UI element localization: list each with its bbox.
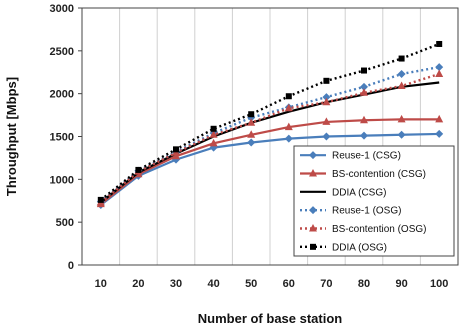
legend-box: [293, 145, 455, 257]
series-6: [97, 40, 443, 203]
legend-item: DDIA (CSG): [300, 187, 386, 198]
data-point: [247, 130, 256, 138]
data-point: [322, 93, 331, 102]
series-line: [100, 132, 440, 206]
data-point: [397, 130, 406, 139]
data-point: [284, 122, 293, 131]
series-layer: [96, 40, 444, 210]
y-axis-label: Throughput [Mbps]: [4, 77, 19, 196]
legend-label: BS-contention (CSG): [332, 169, 426, 180]
series-2: [96, 114, 444, 208]
legend: Reuse-1 (CSG) BS-contention (CSG) DDIA (CS…: [293, 145, 455, 257]
legend-item: BS-contention (CSG): [300, 169, 426, 180]
legend-label: DDIA (CSG): [332, 187, 386, 198]
data-point: [173, 146, 179, 153]
data-point: [360, 88, 368, 96]
data-point: [397, 114, 406, 123]
x-axis-ticks: 10 20 30 40 50 60 70 80 90 100: [95, 278, 449, 290]
series-line: [100, 65, 440, 203]
series-line: [100, 72, 440, 204]
x-tick-label: 40: [207, 278, 219, 290]
data-point: [360, 82, 368, 91]
data-point: [435, 63, 444, 72]
x-tick-label: 20: [132, 278, 144, 290]
legend-marker: [310, 243, 316, 250]
legend-marker: [309, 151, 317, 160]
data-point: [284, 134, 293, 143]
series-line: [100, 81, 440, 204]
series-line: [100, 42, 440, 201]
legend-item: Reuse-1 (CSG): [300, 151, 401, 162]
data-point: [322, 97, 331, 106]
y-tick-label: 2000: [50, 89, 74, 101]
data-point: [248, 111, 255, 118]
data-point: [360, 131, 368, 140]
data-point: [397, 69, 406, 78]
data-point: [361, 67, 367, 74]
data-point: [435, 69, 444, 77]
data-point: [436, 40, 443, 47]
legend-item: DDIA (OSG): [300, 242, 387, 253]
y-tick-label: 3000: [50, 3, 74, 15]
legend-marker: [309, 224, 317, 232]
x-tick-label: 10: [95, 278, 107, 290]
legend-marker: [309, 206, 317, 215]
data-point: [435, 114, 444, 123]
x-tick-label: 90: [395, 278, 407, 290]
data-point: [247, 138, 256, 147]
legend-item: Reuse-1 (OSG): [300, 206, 401, 217]
data-point: [397, 81, 406, 89]
data-point: [247, 118, 256, 126]
data-point: [135, 166, 142, 173]
data-point: [398, 55, 405, 62]
x-tick-label: 30: [170, 278, 182, 290]
x-tick-label: 50: [245, 278, 257, 290]
data-point: [323, 77, 330, 84]
series-1: [96, 129, 444, 210]
y-axis-ticks: 0 500 1000 1500 2000 2500 3000: [50, 3, 82, 272]
data-point: [210, 125, 217, 132]
series-line: [100, 118, 440, 206]
data-point: [435, 129, 444, 138]
legend-label: Reuse-1 (OSG): [332, 206, 401, 217]
data-point: [285, 93, 292, 100]
series-3: [100, 81, 440, 204]
y-tick-label: 0: [68, 260, 74, 272]
data-point: [322, 132, 331, 141]
legend-label: Reuse-1 (CSG): [332, 151, 401, 162]
legend-marker: [309, 169, 317, 177]
data-point: [284, 103, 293, 112]
y-tick-label: 2500: [50, 46, 74, 58]
x-tick-label: 100: [430, 278, 448, 290]
legend-label: BS-contention (OSG): [332, 224, 426, 235]
data-point: [360, 115, 368, 124]
y-tick-label: 1500: [50, 132, 74, 144]
x-axis-label: Number of base station: [198, 311, 343, 326]
x-tick-label: 60: [283, 278, 295, 290]
data-point: [97, 196, 104, 203]
data-point: [322, 117, 331, 125]
data-point: [209, 138, 218, 147]
x-tick-label: 70: [320, 278, 332, 290]
data-point: [209, 130, 218, 138]
legend-label: DDIA (OSG): [332, 242, 387, 253]
y-tick-label: 1000: [50, 174, 74, 186]
legend-item: BS-contention (OSG): [300, 224, 426, 235]
x-tick-label: 80: [358, 278, 370, 290]
y-tick-label: 500: [56, 217, 74, 229]
